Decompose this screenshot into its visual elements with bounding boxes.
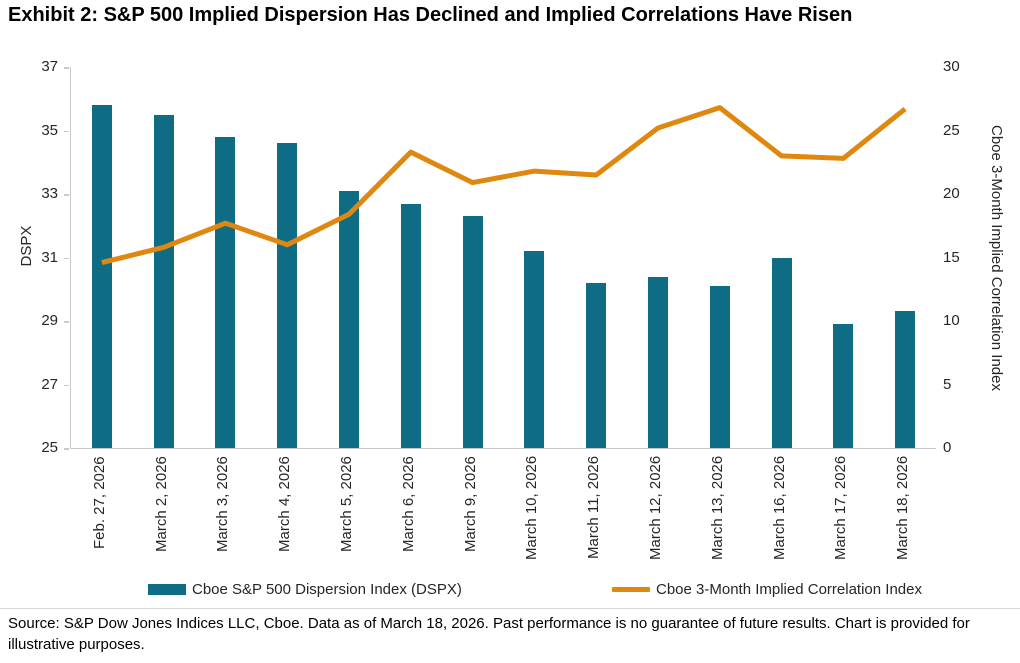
left-axis-ticks: 37 35 33 31 29 27 25	[0, 0, 69, 663]
source-note: Source: S&P Dow Jones Indices LLC, Cboe.…	[8, 615, 970, 653]
line-series	[101, 105, 907, 266]
x-label: Feb. 27, 2026	[90, 456, 108, 549]
left-tick-mark	[64, 448, 69, 450]
x-label: March 4, 2026	[276, 456, 294, 552]
dspx-bar	[153, 114, 174, 448]
left-tick-mark	[64, 257, 69, 259]
x-label: March 9, 2026	[461, 456, 479, 552]
right-tick-10: 10	[943, 312, 960, 329]
left-tick-mark	[64, 67, 69, 69]
left-tick-31: 31	[41, 248, 58, 266]
x-label: March 11, 2026	[585, 456, 603, 560]
dspx-bar	[91, 105, 112, 448]
x-label: March 2, 2026	[152, 456, 170, 552]
right-tick-0: 0	[943, 439, 952, 456]
left-tick-35: 35	[41, 121, 58, 139]
dspx-bar-swatch-icon	[148, 584, 186, 595]
right-axis-title: Cboe 3-Month Implied Correlation Index	[988, 125, 1005, 391]
dspx-bar	[339, 190, 360, 448]
x-label: March 6, 2026	[399, 456, 417, 552]
x-label: March 3, 2026	[214, 456, 232, 552]
dspx-bar	[833, 324, 854, 448]
dspx-bar	[895, 311, 916, 448]
left-tick-27: 27	[41, 375, 58, 393]
correlation-line-swatch-icon	[612, 587, 650, 592]
right-tick-30: 30	[943, 58, 960, 75]
left-tick-33: 33	[41, 185, 58, 202]
x-label: March 13, 2026	[708, 456, 726, 561]
dspx-bar	[771, 257, 792, 448]
dspx-bar	[647, 276, 668, 448]
left-tick-37: 37	[41, 58, 58, 75]
legend-item-dspx: Cboe S&P 500 Dispersion Index (DSPX)	[148, 581, 462, 598]
left-tick-mark	[64, 384, 69, 386]
left-tick-25: 25	[41, 439, 58, 456]
x-label: March 5, 2026	[338, 456, 356, 552]
right-tick-5: 5	[943, 375, 952, 393]
left-tick-mark	[64, 130, 69, 132]
plot-area	[70, 67, 936, 449]
correlation-line	[101, 105, 907, 266]
legend: Cboe S&P 500 Dispersion Index (DSPX) Cbo…	[0, 581, 1020, 605]
dspx-bar	[215, 136, 236, 448]
legend-label-dspx: Cboe S&P 500 Dispersion Index (DSPX)	[192, 581, 462, 598]
x-label: March 12, 2026	[646, 456, 664, 561]
right-tick-15: 15	[943, 248, 960, 266]
right-tick-25: 25	[943, 121, 960, 139]
page-title: Exhibit 2: S&P 500 Implied Dispersion Ha…	[8, 4, 853, 26]
legend-label-correlation: Cboe 3-Month Implied Correlation Index	[656, 581, 922, 598]
dspx-bar	[400, 203, 421, 448]
x-label: March 17, 2026	[832, 456, 850, 561]
dspx-bar	[524, 251, 545, 448]
dspx-bar	[586, 282, 607, 448]
right-axis-ticks: 30 25 20 15 10 5 0	[943, 0, 983, 663]
dspx-bar	[277, 143, 298, 448]
x-label: March 18, 2026	[894, 456, 912, 561]
legend-item-correlation: Cboe 3-Month Implied Correlation Index	[612, 581, 922, 598]
left-tick-29: 29	[41, 312, 58, 329]
left-tick-mark	[64, 321, 69, 323]
footer-divider	[0, 608, 1020, 609]
dspx-bar	[709, 286, 730, 448]
x-label: March 10, 2026	[523, 456, 541, 561]
left-tick-mark	[64, 194, 69, 196]
dspx-bar	[462, 216, 483, 448]
right-tick-20: 20	[943, 185, 960, 202]
x-label: March 16, 2026	[770, 456, 788, 561]
